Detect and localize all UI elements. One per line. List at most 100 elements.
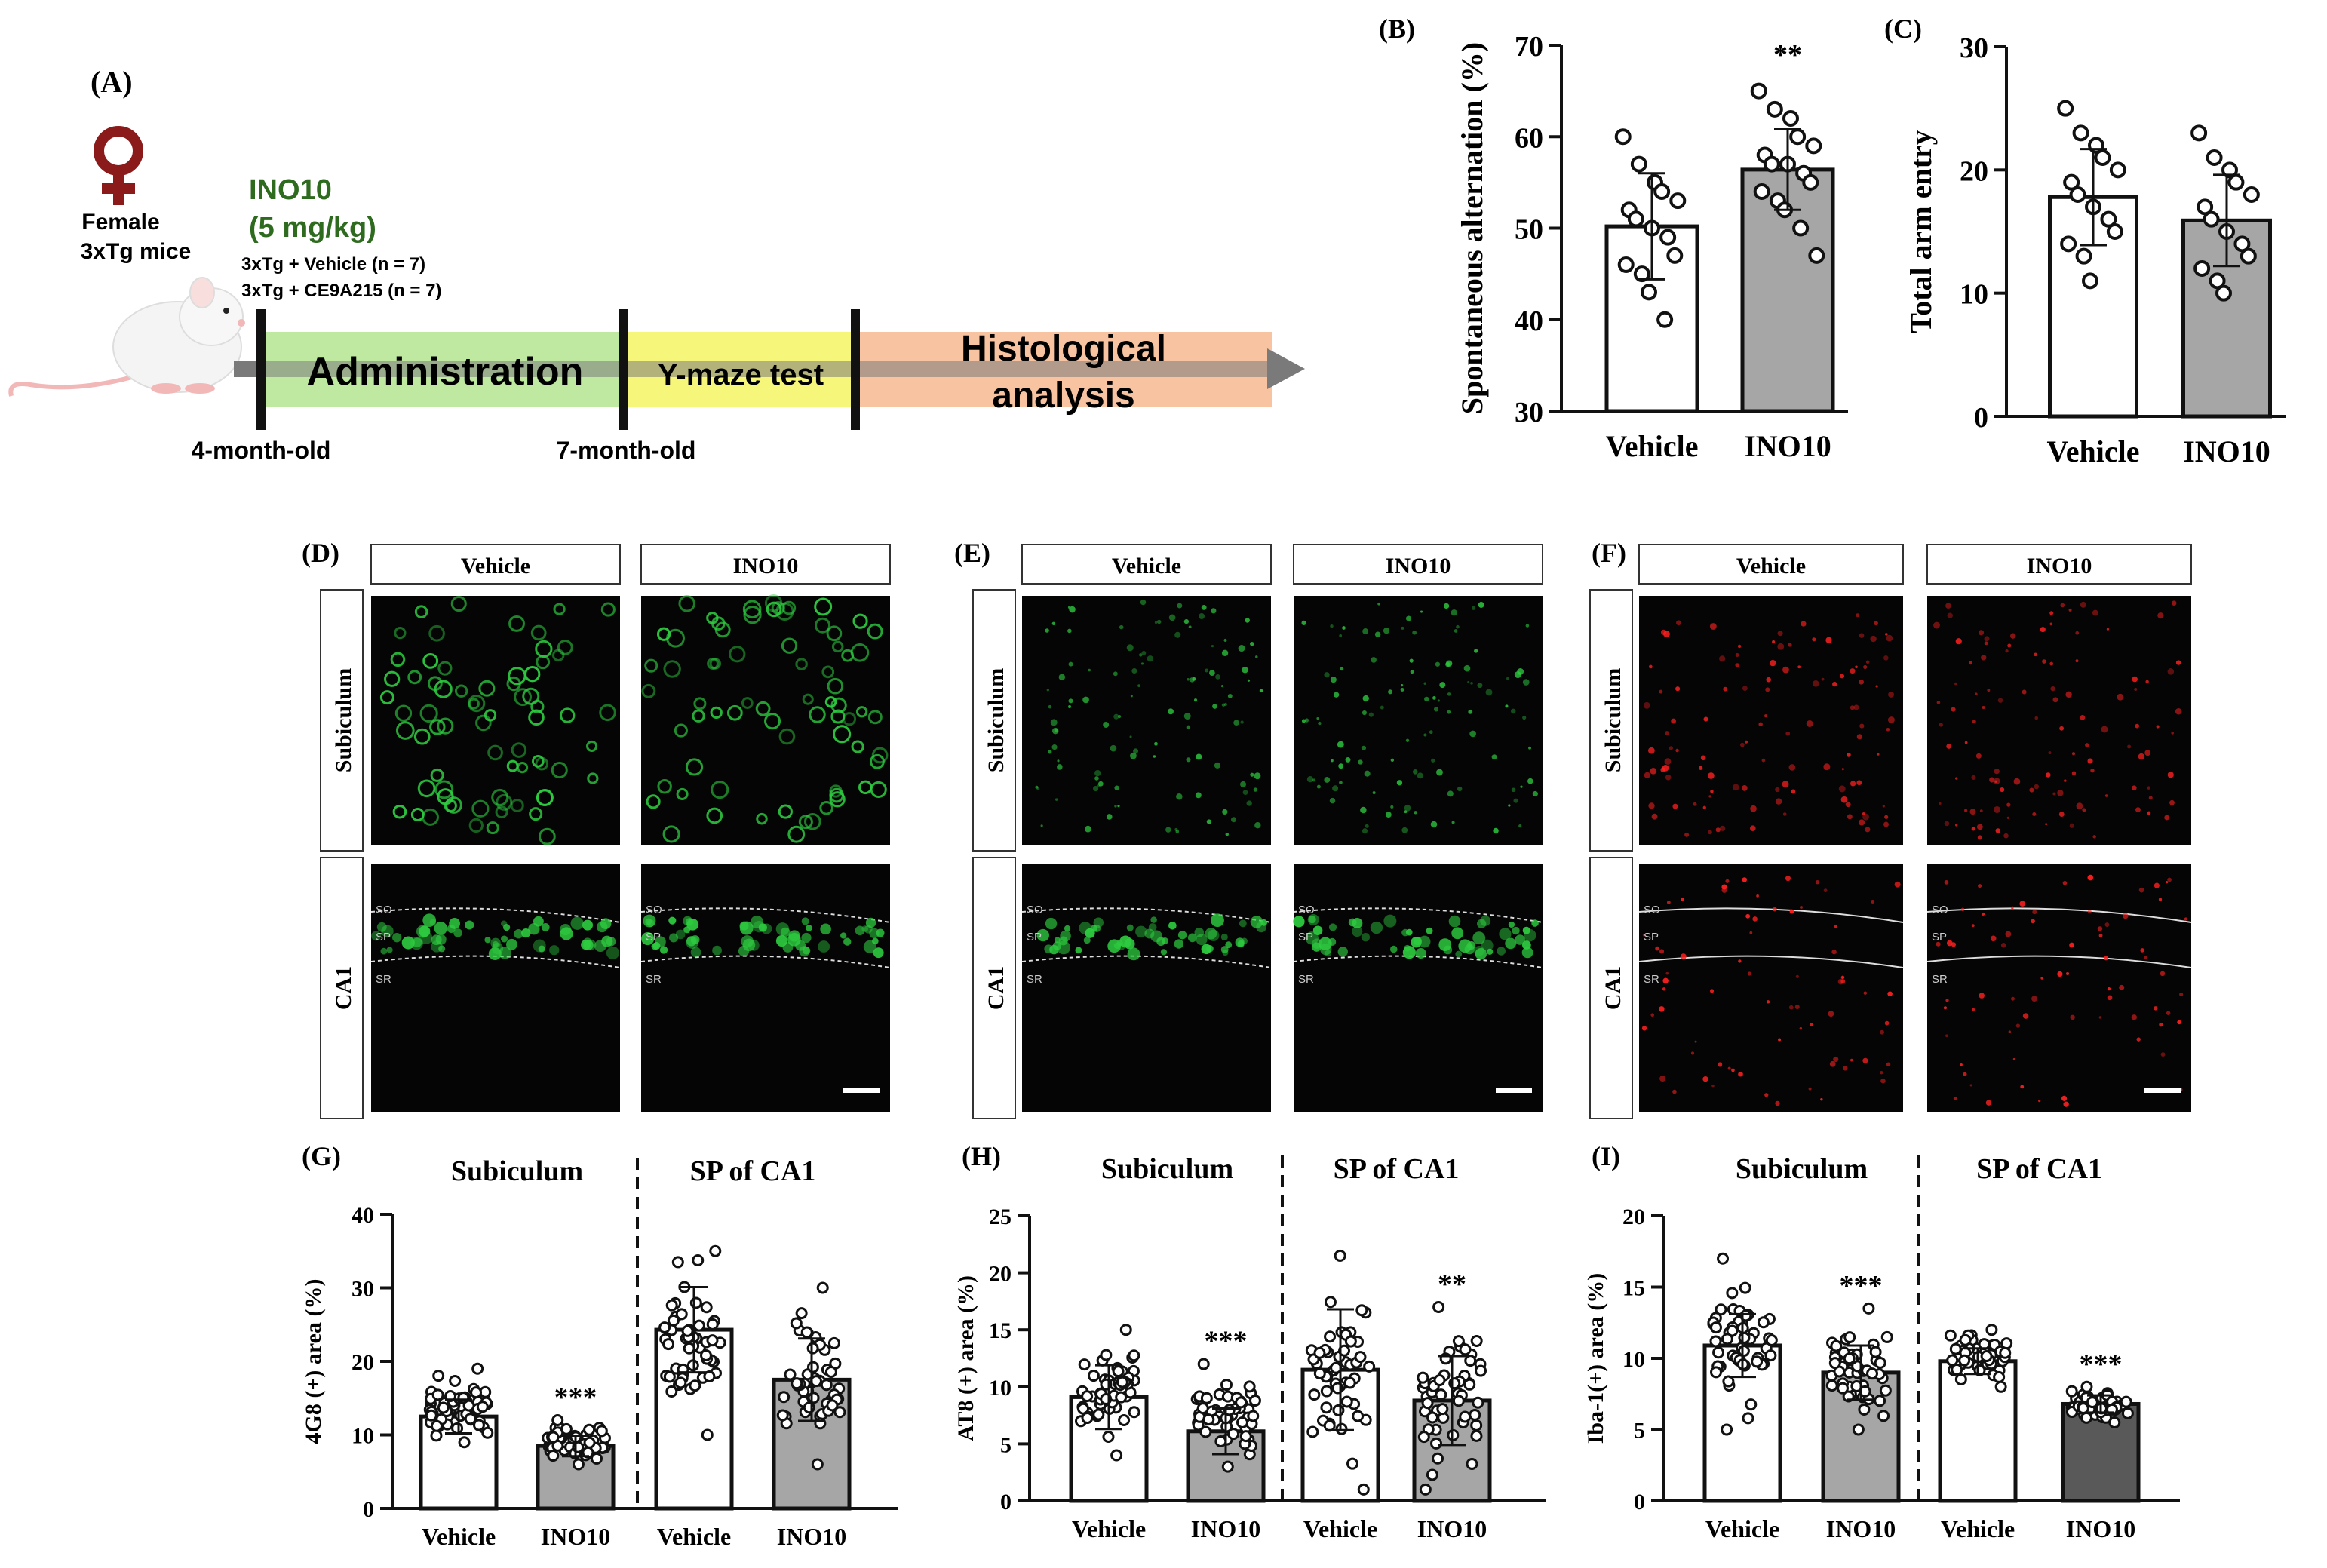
row-header: CA1 [984,966,1008,1010]
cell-mark [1978,884,1982,888]
cell-mark [1250,772,1254,777]
cell-mark [500,920,508,927]
cell-mark [2138,887,2144,893]
chart-panel-label: (G) [302,1141,341,1171]
data-point [572,1458,585,1471]
cell-mark [386,947,393,953]
data-point [1808,247,1825,264]
layer-label: SO [1027,904,1043,916]
stage-histology-line2: analysis [992,376,1134,416]
data-point [1092,1408,1105,1421]
y-tick-label: 20 [352,1350,374,1375]
cell-mark [1700,755,1706,761]
cell-mark [1806,720,1813,727]
data-point [1081,1390,1094,1403]
cell-mark [1129,735,1132,738]
cell-mark [1850,668,1856,674]
cell-mark [1660,629,1667,635]
cell-mark [1312,778,1316,782]
layer-label: SP [1298,931,1313,944]
cell-mark [1801,621,1807,627]
y-tick-label: 10 [989,1376,1012,1401]
y-tick-label: 20 [1622,1204,1645,1229]
chart-c: (C) Total arm entry 0 10 20 30 Vehicle INO10 [1884,14,2286,468]
cell-mark [1945,1034,1948,1038]
data-point [547,1450,560,1462]
cell-mark [392,804,407,819]
data-point [2075,247,2092,265]
data-point [1470,1334,1483,1347]
cell-mark [2158,898,2163,901]
cell-mark [1662,977,1669,984]
cell-mark [1183,713,1191,720]
cell-mark [829,791,846,808]
data-point [1243,1380,1256,1393]
data-point [1220,1379,1233,1392]
cell-mark [1945,999,1949,1002]
cell-mark [2075,631,2080,635]
cell-mark [1312,942,1322,952]
cell-mark [1669,746,1673,750]
micrograph-1-0: SO SP SR [1638,864,1904,1112]
cell-mark [1058,674,1066,680]
layer-boundary [1638,907,1904,923]
cell-mark [1884,815,1889,819]
cell-mark [1396,780,1403,786]
cell-mark [1436,769,1443,776]
data-point [1751,1355,1764,1368]
data-point [1869,1346,1882,1358]
cell-mark [1788,1005,1794,1010]
cell-mark [1975,753,1982,759]
cell-mark [530,699,545,714]
cell-mark [551,649,565,662]
cell-mark [1841,768,1844,771]
data-point [2100,210,2117,228]
cell-mark [1850,781,1856,787]
data-point [1874,1395,1886,1407]
cell-mark [1508,804,1511,807]
cell-mark [1187,677,1190,681]
data-point [560,1422,573,1435]
cell-mark [1348,918,1357,927]
cell-mark [1969,661,1972,665]
layer-label: SP [1932,931,1947,944]
cell-mark [1775,1100,1780,1106]
cell-mark [676,787,689,800]
cell-mark [1837,978,1844,985]
cell-mark [1212,704,1217,709]
cell-mark [1253,787,1258,792]
data-point [2243,186,2260,203]
cell-mark [1517,668,1524,675]
cell-mark [1113,671,1118,677]
column-header-box [640,544,891,585]
cell-mark [1048,704,1052,709]
data-point [700,1301,713,1314]
cell-mark [712,945,722,956]
data-point [1958,1354,1971,1367]
cell-mark [1464,944,1475,955]
cell-mark [434,922,447,935]
cell-mark [1655,946,1659,951]
cell-mark [1821,677,1825,681]
cell-mark [1316,784,1321,789]
cell-mark [1160,949,1168,956]
cell-mark [2011,906,2014,910]
data-point [1830,1339,1843,1352]
data-point [1745,1398,1758,1411]
cell-mark [454,684,468,698]
x-tick-label: Vehicle [1072,1515,1146,1542]
micrograph-1-0: SO SP SR [370,864,621,1112]
cell-mark [2082,808,2086,812]
cell-mark [1193,698,1198,702]
cell-mark [1969,809,1976,815]
cell-mark [1659,1006,1665,1012]
cell-mark [1414,811,1417,815]
cell-mark [707,658,720,670]
cell-mark [1782,812,1787,816]
significance-mark: ** [1773,39,1802,71]
data-point [683,1342,695,1355]
cell-mark [1671,718,1677,724]
x-tick-label: INO10 [1826,1515,1896,1542]
cell-mark [1045,917,1058,930]
cell-mark [1845,802,1851,808]
